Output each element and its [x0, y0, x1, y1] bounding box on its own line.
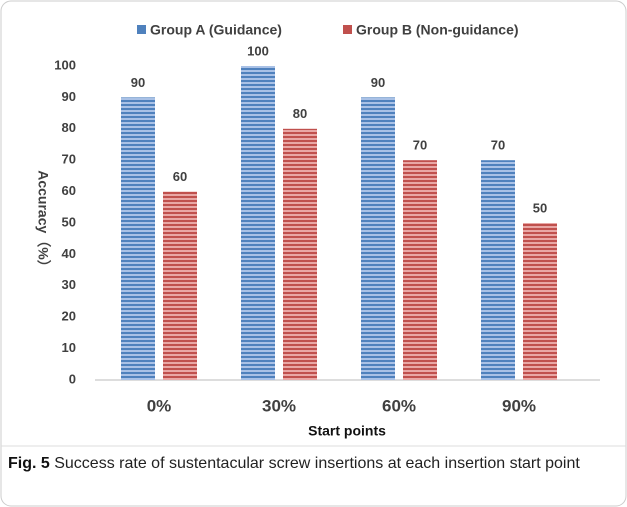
y-tick-label: 20 — [62, 309, 76, 324]
data-label: 70 — [491, 138, 505, 153]
y-tick-label: 80 — [62, 120, 76, 135]
bar — [121, 97, 155, 381]
y-tick-label: 50 — [62, 214, 76, 229]
y-tick-label: 70 — [62, 152, 76, 167]
data-label: 80 — [293, 106, 307, 121]
x-tick-label: 30% — [262, 396, 296, 415]
data-label: 90 — [131, 75, 145, 90]
data-label: 50 — [533, 200, 547, 215]
data-label: 100 — [247, 43, 269, 58]
x-axis-title: Start points — [308, 423, 386, 439]
legend-swatch — [343, 25, 352, 34]
data-label: 60 — [173, 169, 187, 184]
caption: Fig. 5 Success rate of sustentacular scr… — [8, 452, 608, 476]
bar — [523, 223, 557, 380]
legend-swatch — [137, 25, 146, 34]
legend-label: Group B (Non-guidance) — [356, 22, 519, 38]
x-tick-label: 60% — [382, 396, 416, 415]
bar — [361, 97, 395, 381]
y-tick-label: 0 — [69, 371, 76, 386]
y-tick-label: 60 — [62, 183, 76, 198]
data-label: 90 — [371, 75, 385, 90]
caption-label: Fig. 5 — [8, 455, 50, 472]
data-label: 70 — [413, 138, 427, 153]
legend-label: Group A (Guidance) — [150, 22, 282, 38]
y-axis-title: Accuracy（%） — [35, 170, 51, 274]
y-tick-label: 40 — [62, 246, 76, 261]
y-tick-label: 10 — [62, 340, 76, 355]
bar — [481, 160, 515, 380]
bar — [403, 160, 437, 380]
y-tick-label: 100 — [54, 57, 76, 72]
bar — [241, 66, 275, 380]
y-tick-label: 30 — [62, 277, 76, 292]
bar — [163, 191, 197, 380]
bar — [283, 128, 317, 380]
x-tick-label: 0% — [147, 396, 172, 415]
caption-text: Success rate of sustentacular screw inse… — [54, 455, 580, 472]
y-tick-label: 90 — [62, 89, 76, 104]
x-tick-label: 90% — [502, 396, 536, 415]
